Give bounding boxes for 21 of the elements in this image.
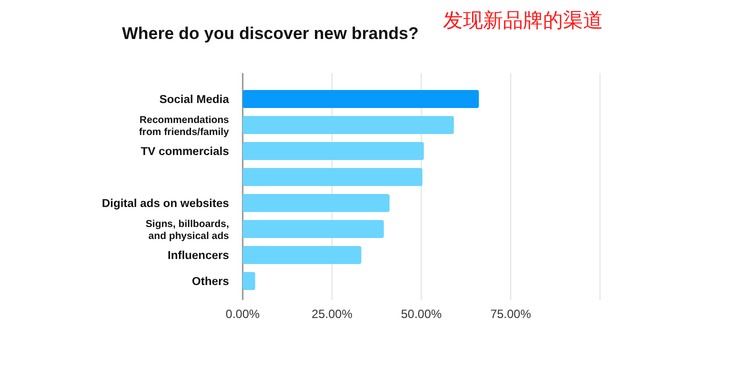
bar	[242, 90, 479, 108]
bar	[242, 168, 422, 186]
bar	[242, 116, 454, 134]
y-tick-label: Influencers	[168, 250, 229, 262]
x-tick-label: 0.00%	[226, 307, 260, 321]
text: 发现新品牌的渠道	[443, 8, 603, 32]
y-tick-label: Recommendations from friends/family	[138, 115, 230, 138]
y-tick-label: Digital ads on websites	[102, 198, 229, 210]
y-tick-label: Others	[192, 276, 229, 288]
bar	[242, 142, 424, 160]
y-tick-label: TV commercials	[140, 146, 229, 158]
chart-title: Where do you discover new brands?	[122, 24, 419, 43]
bar	[242, 220, 384, 238]
x-tick-label: 25.00%	[312, 307, 353, 321]
x-tick-label: 50.00%	[401, 307, 442, 321]
bar	[242, 194, 390, 212]
x-tick-label: 75.00%	[490, 307, 532, 321]
bar	[242, 272, 256, 290]
bar	[242, 246, 362, 264]
y-tick-label: Signs, billboards, and physical ads	[146, 219, 230, 242]
y-tick-label: Social Media	[159, 94, 230, 106]
